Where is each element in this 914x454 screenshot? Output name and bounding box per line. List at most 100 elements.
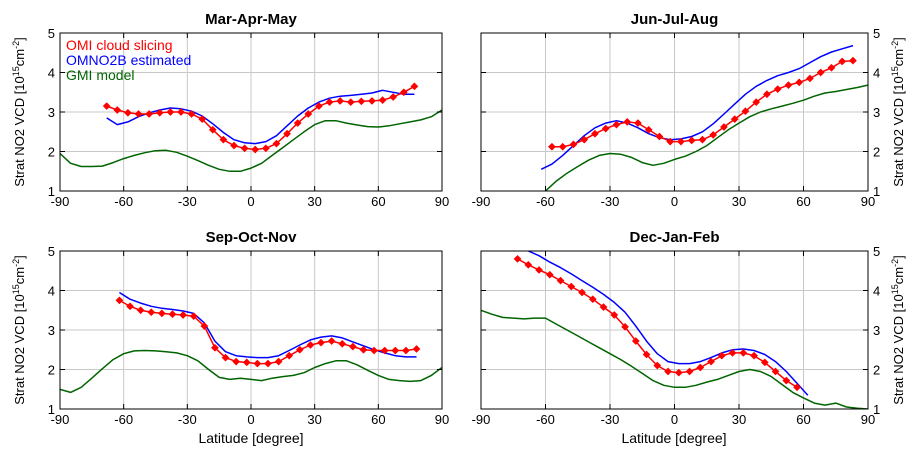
y-tick-label: 2 <box>48 363 55 378</box>
y-axis-label-superscript: 15 <box>890 66 900 76</box>
data-point-omi-cloud-slicing <box>166 108 175 116</box>
data-point-omi-cloud-slicing <box>338 339 347 348</box>
x-tick-label: 90 <box>435 194 449 209</box>
data-point-omi-cloud-slicing <box>569 140 578 149</box>
x-tick-label: -60 <box>536 412 555 427</box>
data-point-omi-cloud-slicing <box>556 276 565 285</box>
x-tick-label: -90 <box>472 412 491 427</box>
series-group <box>540 44 868 191</box>
series-line-gmi-model <box>60 349 442 394</box>
data-point-omi-cloud-slicing <box>567 282 576 291</box>
data-point-omi-cloud-slicing <box>336 96 345 105</box>
xlabels: Latitude [degree] Latitude [degree] <box>198 430 726 446</box>
x-tick-label: -30 <box>601 412 620 427</box>
data-point-omi-cloud-slicing <box>200 322 209 331</box>
x-tick-label: 30 <box>732 412 746 427</box>
y-axis-label: Strat NO2 VCD [1015cm-2] <box>890 255 906 405</box>
data-point-omi-cloud-slicing <box>676 137 685 146</box>
data-point-omi-cloud-slicing <box>187 110 196 118</box>
data-point-omi-cloud-slicing <box>102 102 111 111</box>
y-axis-label-superscript: 15 <box>11 66 21 76</box>
data-point-omi-cloud-slicing <box>346 98 355 107</box>
series-line-omi-cloud-slicing <box>119 299 417 365</box>
data-point-omi-cloud-slicing <box>304 110 313 118</box>
y-axis-label-part: Strat NO2 VCD [10 <box>12 76 27 187</box>
x-axis-label: Latitude [degree] <box>198 430 303 446</box>
data-point-omi-cloud-slicing <box>210 343 219 352</box>
data-point-omi-cloud-slicing <box>588 295 597 304</box>
x-tick-label: 0 <box>247 194 254 209</box>
x-tick-label: -90 <box>51 194 70 209</box>
x-tick-label: 60 <box>796 412 810 427</box>
data-point-omi-cloud-slicing <box>380 346 389 355</box>
axis-ticks: -90 -60 -30 0 30 60 901 2 3 4 5 <box>472 244 881 427</box>
y-axis-label: Strat NO2 VCD [1015cm-2] <box>890 37 906 187</box>
y-axis-label-part: cm <box>12 267 27 284</box>
y-axis-label-superscript: -2 <box>890 259 900 267</box>
x-tick-label: -90 <box>51 412 70 427</box>
data-point-omi-cloud-slicing <box>177 108 185 116</box>
axis-ticks: -90 -60 -30 0 30 60 901 2 3 4 5 <box>472 26 881 209</box>
y-axis-label: Strat NO2 VCD [1015cm-2] <box>11 37 27 187</box>
y-axis-label-superscript: -2 <box>890 41 900 49</box>
y-axis-label-part: Strat NO2 VCD [10 <box>891 294 906 405</box>
y-axis-label-part: ] <box>12 37 27 41</box>
series-group <box>481 251 868 409</box>
x-tick-label: 90 <box>861 194 875 209</box>
data-point-omi-cloud-slicing <box>621 322 630 331</box>
y-axis-label-superscript: 15 <box>11 284 21 294</box>
data-point-omi-cloud-slicing <box>368 96 376 105</box>
legend-entry: OMNO2B estimated <box>66 52 191 68</box>
data-point-omi-cloud-slicing <box>179 311 188 319</box>
x-tick-label: -30 <box>178 194 197 209</box>
data-point-omi-cloud-slicing <box>251 145 260 154</box>
y-axis-label-superscript: -2 <box>11 41 21 49</box>
data-point-omi-cloud-slicing <box>123 108 132 117</box>
y-tick-label: 5 <box>873 244 880 259</box>
data-point-omi-cloud-slicing <box>599 303 608 312</box>
panels: Mar-Apr-May-90 -60 -30 0 30 60 9012345Jun-Jul-… <box>48 11 880 427</box>
data-point-omi-cloud-slicing <box>359 345 368 354</box>
y-tick-label: 4 <box>48 66 55 81</box>
x-tick-label: 30 <box>307 412 321 427</box>
data-point-omi-cloud-slicing <box>610 311 619 319</box>
data-point-omi-cloud-slicing <box>633 119 642 128</box>
x-tick-label: 60 <box>796 194 810 209</box>
data-point-omi-cloud-slicing <box>590 129 599 138</box>
data-point-omi-cloud-slicing <box>709 130 718 139</box>
data-point-omi-cloud-slicing <box>253 359 262 368</box>
y-tick-label: 2 <box>48 145 55 160</box>
data-point-omi-cloud-slicing <box>399 88 408 97</box>
chart-title: Sep-Oct-Nov <box>206 229 298 246</box>
data-point-omi-cloud-slicing <box>147 308 156 317</box>
data-point-omi-cloud-slicing <box>623 117 632 126</box>
data-point-omi-cloud-slicing <box>285 351 294 360</box>
series-group <box>60 291 442 394</box>
y-tick-label: 4 <box>873 284 880 299</box>
x-tick-label: -60 <box>536 194 555 209</box>
x-axis-label: Latitude [degree] <box>621 430 726 446</box>
y-axis-label-superscript: -2 <box>11 259 21 267</box>
data-point-omi-cloud-slicing <box>795 78 804 87</box>
data-point-omi-cloud-slicing <box>685 367 694 376</box>
data-point-omi-cloud-slicing <box>666 137 675 146</box>
data-point-omi-cloud-slicing <box>389 93 398 101</box>
data-point-omi-cloud-slicing <box>696 363 705 372</box>
data-point-omi-cloud-slicing <box>848 56 857 65</box>
y-tick-label: 1 <box>48 402 55 417</box>
chart-title: Mar-Apr-May <box>205 11 297 28</box>
x-tick-label: 0 <box>671 194 678 209</box>
y-axis-label-part: cm <box>891 49 906 66</box>
data-point-omi-cloud-slicing <box>401 346 410 355</box>
data-point-omi-cloud-slicing <box>739 348 748 357</box>
data-point-omi-cloud-slicing <box>782 376 791 385</box>
data-point-omi-cloud-slicing <box>295 345 304 354</box>
data-point-omi-cloud-slicing <box>317 338 325 347</box>
data-point-omi-cloud-slicing <box>580 135 589 144</box>
x-tick-label: -60 <box>114 412 133 427</box>
data-point-omi-cloud-slicing <box>784 81 793 90</box>
chart-title: Jun-Jul-Aug <box>631 11 719 28</box>
data-point-omi-cloud-slicing <box>198 115 207 124</box>
series-line-omno2b-estimated <box>527 251 809 396</box>
